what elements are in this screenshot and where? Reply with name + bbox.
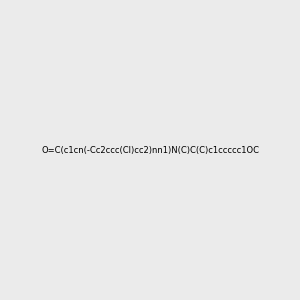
Text: O=C(c1cn(-Cc2ccc(Cl)cc2)nn1)N(C)C(C)c1ccccc1OC: O=C(c1cn(-Cc2ccc(Cl)cc2)nn1)N(C)C(C)c1cc… xyxy=(41,146,259,154)
